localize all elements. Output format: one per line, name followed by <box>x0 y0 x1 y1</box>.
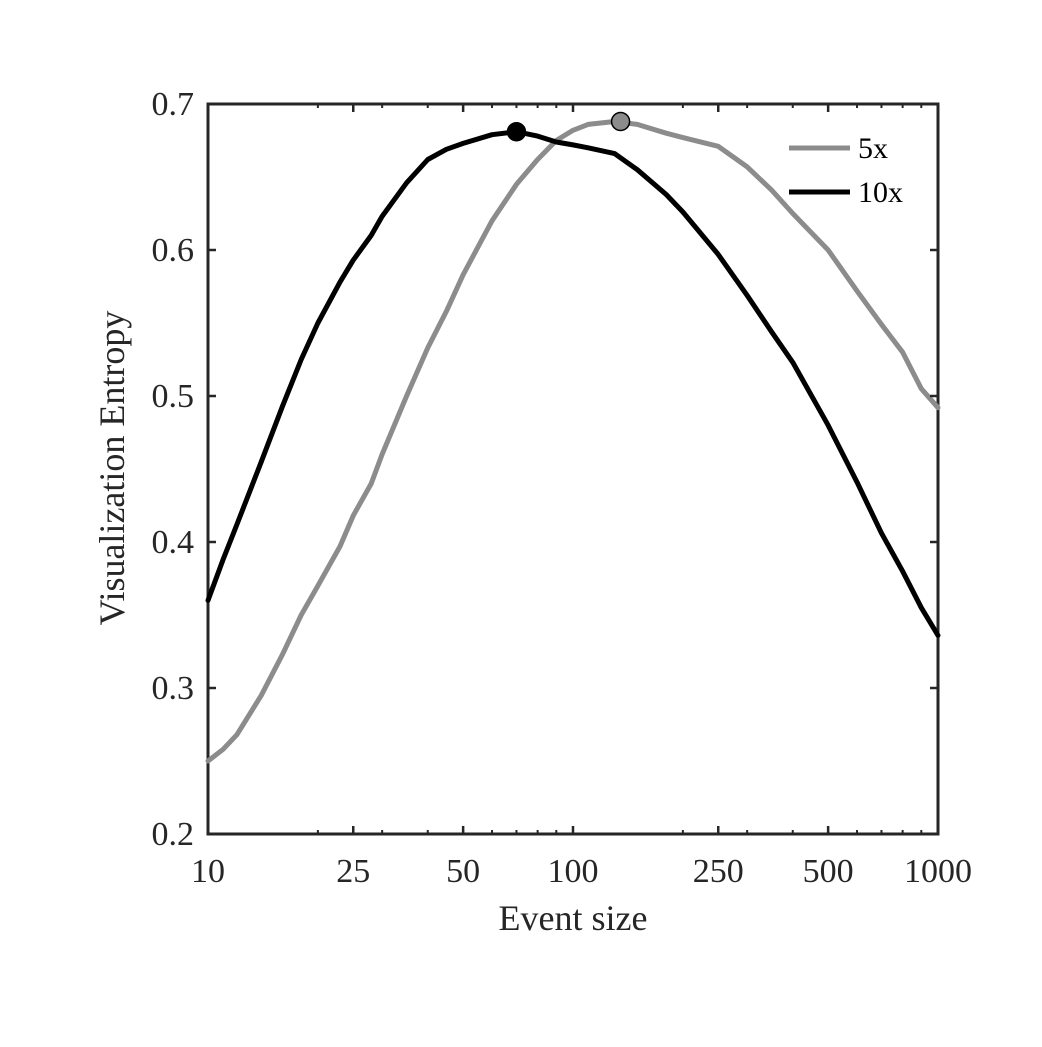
y-tick-label: 0.2 <box>152 816 195 853</box>
series-line-10x <box>205 129 941 638</box>
x-tick-label: 25 <box>336 853 370 890</box>
y-tick-label: 0.5 <box>152 378 195 415</box>
x-tick-label: 10 <box>191 853 225 890</box>
legend-label-5x: 5x <box>858 132 888 165</box>
series-line-5x <box>205 119 941 764</box>
y-tick-label: 0.7 <box>152 86 195 123</box>
y-axis-label: Visualization Entropy <box>92 311 132 626</box>
x-axis-label: Event size <box>499 898 648 938</box>
legend-label-10x: 10x <box>858 176 903 209</box>
x-tick-label: 250 <box>693 853 744 890</box>
marker-layer <box>506 111 631 142</box>
peak-marker-5x <box>610 111 631 132</box>
peak-marker-10x <box>506 121 527 142</box>
y-tick-label: 0.3 <box>152 670 195 707</box>
x-tick-label: 100 <box>548 853 599 890</box>
x-tick-label: 500 <box>803 853 854 890</box>
axis-ticks: 0.2 0.3 0.4 0.5 0.6 0.7 10 25 50 100 250 500 1000 <box>152 86 973 890</box>
series-layer <box>205 119 941 764</box>
y-tick-label: 0.6 <box>152 232 195 269</box>
x-tick-label: 1000 <box>904 853 972 890</box>
y-tick-label: 0.4 <box>152 524 195 561</box>
x-tick-label: 50 <box>446 853 480 890</box>
